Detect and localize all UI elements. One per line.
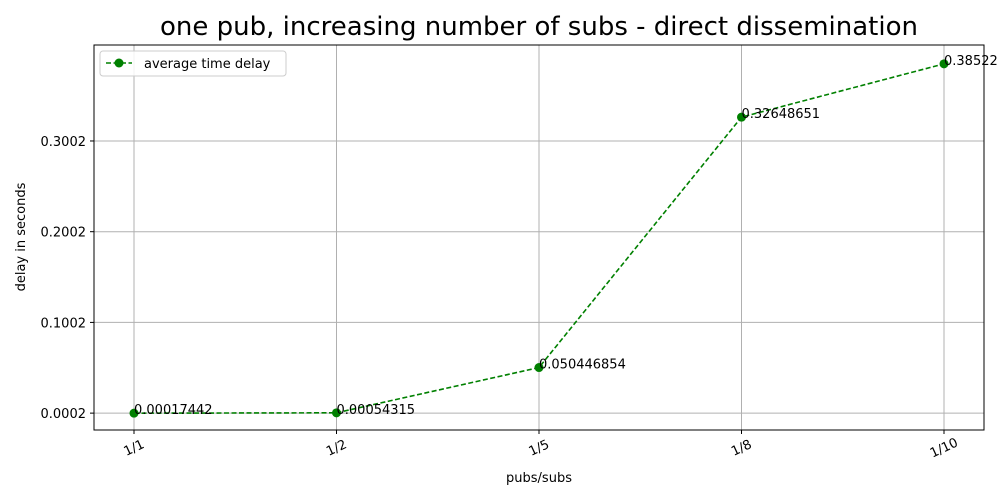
data-point (129, 408, 139, 418)
data-point (534, 363, 544, 373)
y-tick-label: 0.3002 (41, 135, 87, 150)
x-tick-label: 1/8 (729, 437, 754, 459)
data-point (737, 112, 746, 122)
x-axis-label: pubs/subs (506, 471, 572, 486)
y-tick-label: 0.0002 (41, 407, 87, 422)
legend-box (99, 50, 287, 77)
y-tick-label: 0.1002 (41, 316, 87, 331)
data-point (939, 59, 949, 69)
data-point (332, 408, 341, 418)
x-tick-label: 1/2 (324, 437, 349, 459)
data-label: 0.00054315 (337, 403, 416, 418)
data-label: 0.32648651 (742, 107, 821, 122)
legend: average time delay (99, 50, 287, 77)
x-tick-label: 1/5 (527, 437, 552, 459)
x-tick-label: 1/1 (122, 437, 147, 459)
series-layer: 0.00017442 0.00054315 0.050446854 0.3264865… (129, 54, 998, 418)
x-tick-label: 1/10 (928, 435, 961, 461)
chart-title: one pub, increasing number of subs - dir… (160, 12, 918, 42)
y-axis-label: delay in seconds (14, 182, 29, 291)
data-label: 0.050446854 (539, 358, 626, 373)
data-label: 0.00017442 (134, 403, 213, 418)
data-label: 0.38522 (944, 54, 998, 69)
legend-marker (114, 58, 124, 68)
legend-entry-label: average time delay (144, 57, 271, 72)
y-tick-label: 0.2002 (41, 226, 87, 241)
